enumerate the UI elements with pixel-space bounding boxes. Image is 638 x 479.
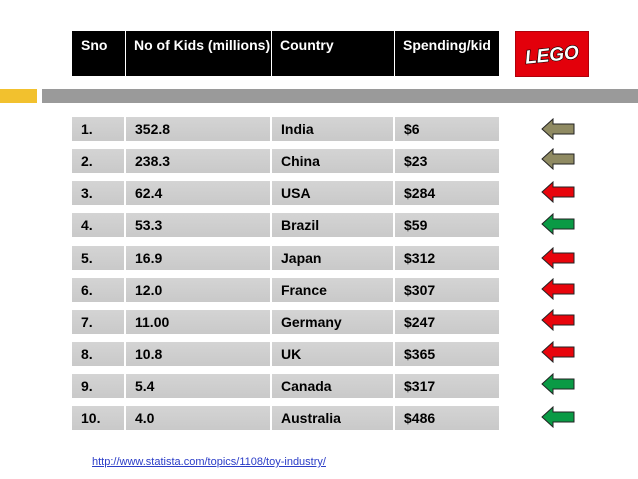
cell-sno: 2.: [72, 149, 126, 173]
lego-logo: LEGO: [515, 31, 589, 77]
cell-spending: $317: [404, 378, 436, 394]
cell-country: USA: [272, 181, 395, 205]
cell-spending: $307: [404, 282, 436, 298]
cell-sno: 5.: [72, 246, 126, 270]
cell-kids: 352.8: [126, 117, 272, 141]
cell-country: Germany: [272, 310, 395, 334]
cell-kids: 4.0: [126, 406, 272, 430]
table-row: 3. 62.4 USA $284: [72, 181, 499, 205]
cell-country: Australia: [272, 406, 395, 430]
left-arrow-icon: [541, 118, 575, 140]
cell-sno: 9.: [72, 374, 126, 398]
header-sno: Sno: [72, 31, 126, 76]
cell-sno: 10.: [72, 406, 126, 430]
cell-spending: $247: [404, 314, 436, 330]
header-kids: No of Kids (millions): [126, 31, 272, 76]
cell-sno: 6.: [72, 278, 126, 302]
cell-spending: $312: [404, 250, 436, 266]
table-row: 9. 5.4 Canada $317: [72, 374, 499, 398]
cell-kids: 11.00: [126, 310, 272, 334]
cell-country: France: [272, 278, 395, 302]
left-arrow-icon: [541, 247, 575, 269]
cell-kids: 62.4: [126, 181, 272, 205]
cell-kids: 16.9: [126, 246, 272, 270]
cell-spending: $365: [404, 346, 436, 362]
cell-kids: 12.0: [126, 278, 272, 302]
cell-spending: $23: [404, 153, 428, 169]
cell-spending: $284: [404, 185, 436, 201]
left-arrow-icon: [541, 213, 575, 235]
cell-kids: 53.3: [126, 213, 272, 237]
cell-sno: 3.: [72, 181, 126, 205]
cell-country: Canada: [272, 374, 395, 398]
table-row: 7. 11.00 Germany $247: [72, 310, 499, 334]
decorative-band-yellow: [0, 89, 37, 103]
table-header: Sno No of Kids (millions) Country Spendi…: [72, 31, 499, 76]
table-row: 4. 53.3 Brazil $59: [72, 213, 499, 237]
header-country: Country: [272, 31, 395, 76]
cell-spending: $59: [404, 217, 428, 233]
left-arrow-icon: [541, 341, 575, 363]
decorative-band-gray: [42, 89, 638, 103]
left-arrow-icon: [541, 181, 575, 203]
left-arrow-icon: [541, 373, 575, 395]
cell-sno: 1.: [72, 117, 126, 141]
cell-sno: 4.: [72, 213, 126, 237]
table-row: 5. 16.9 Japan $312: [72, 246, 499, 270]
header-spending: Spending/kid: [403, 37, 491, 53]
cell-country: India: [272, 117, 395, 141]
cell-country: China: [272, 149, 395, 173]
cell-spending: $486: [404, 410, 436, 426]
left-arrow-icon: [541, 148, 575, 170]
cell-country: Brazil: [272, 213, 395, 237]
left-arrow-icon: [541, 406, 575, 428]
table-row: 8. 10.8 UK $365: [72, 342, 499, 366]
cell-country: Japan: [272, 246, 395, 270]
table-row: 2. 238.3 China $23: [72, 149, 499, 173]
cell-kids: 238.3: [126, 149, 272, 173]
left-arrow-icon: [541, 278, 575, 300]
cell-sno: 8.: [72, 342, 126, 366]
source-link[interactable]: http://www.statista.com/topics/1108/toy-…: [92, 456, 326, 468]
cell-spending: $6: [404, 121, 420, 137]
cell-kids: 5.4: [126, 374, 272, 398]
cell-sno: 7.: [72, 310, 126, 334]
table-row: 10. 4.0 Australia $486: [72, 406, 499, 430]
left-arrow-icon: [541, 309, 575, 331]
cell-country: UK: [272, 342, 395, 366]
table-row: 6. 12.0 France $307: [72, 278, 499, 302]
table-row: 1. 352.8 India $6: [72, 117, 499, 141]
cell-kids: 10.8: [126, 342, 272, 366]
